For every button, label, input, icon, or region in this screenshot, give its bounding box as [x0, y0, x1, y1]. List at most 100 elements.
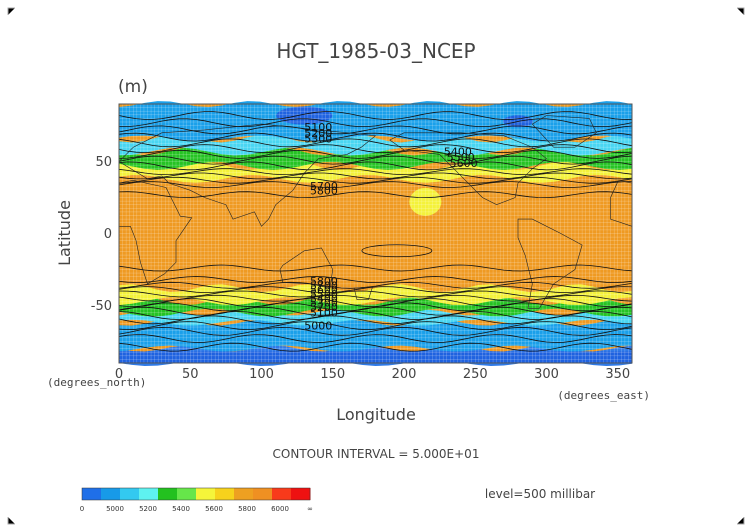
contour-label: 5700 [310, 180, 338, 193]
x-tick-label: 0 [115, 367, 123, 382]
x-units: (degrees_east) [557, 389, 650, 402]
contour-label: 5700 [310, 279, 338, 292]
contour-label: 5200 [304, 127, 332, 140]
contour-line [118, 276, 633, 283]
contour-label: 5300 [304, 133, 332, 146]
contour-line [118, 326, 633, 336]
height-band [119, 101, 632, 142]
contour-label: 5600 [450, 157, 478, 170]
contour-line [118, 181, 633, 189]
contour-line [118, 172, 633, 180]
height-band [119, 147, 632, 170]
x-ticks: 0 50 100 150 200 250 300 350 [115, 367, 630, 382]
contour-line [118, 125, 633, 135]
coastline [531, 115, 597, 148]
x-tick-label: 350 [605, 367, 630, 382]
x-axis-label: Longitude [336, 405, 416, 424]
contour-interval-text: CONTOUR INTERVAL = 5.000E+01 [273, 447, 480, 461]
map-title: HGT_1985-03_NCEP [276, 39, 475, 63]
coastline [279, 247, 334, 289]
colorbar-swatch [272, 488, 292, 500]
contour-line [119, 118, 633, 127]
contour-labels: 5100520053005400550056005700580058005700… [304, 121, 477, 333]
colorbar-swatch [253, 488, 273, 500]
contour-label: 5000 [304, 320, 332, 333]
contour-line [118, 286, 633, 294]
contour-line [118, 290, 633, 298]
contour-label: 5500 [447, 151, 475, 164]
height-band [119, 134, 632, 156]
contour-line [118, 111, 633, 120]
map-frame [118, 103, 633, 364]
colorbar-labels: 0 5000 5200 5400 5600 5800 6000 ∞ [80, 505, 313, 513]
contour-label: 5100 [310, 307, 338, 320]
contour-line [118, 334, 633, 343]
colorbar-label: 6000 [271, 505, 289, 513]
colorbar-label: 0 [80, 505, 84, 513]
x-tick-label: 300 [534, 367, 559, 382]
contour-line [118, 315, 633, 325]
contour-label: 5300 [310, 297, 338, 310]
contour-label: 5600 [310, 284, 338, 297]
colorbar-label: 5400 [172, 505, 190, 513]
level-text: level=500 millibar [485, 487, 595, 501]
ridge-trough-feature [409, 187, 442, 216]
colorbar-label: 5800 [238, 505, 256, 513]
height-band [119, 284, 632, 306]
contour-label: 5500 [310, 288, 338, 301]
polar-low-south [119, 351, 632, 363]
contour-label: 5800 [310, 275, 338, 288]
x-tick-label: 50 [182, 367, 199, 382]
colorbar-label: 5600 [205, 505, 223, 513]
colorbar [81, 487, 311, 501]
colorbar-swatch [101, 488, 121, 500]
colorbar-label: ∞ [307, 505, 313, 513]
coastline [353, 286, 374, 300]
contour-line [118, 281, 633, 289]
colorbar-label: 5200 [139, 505, 157, 513]
colorbar-label: 5000 [106, 505, 124, 513]
contour-line [118, 144, 633, 154]
x-tick-label: 150 [320, 367, 345, 382]
contour-line [118, 321, 633, 331]
contour-label: 5100 [304, 121, 332, 134]
x-tick-label: 200 [392, 367, 417, 382]
colorbar-swatch [234, 488, 254, 500]
x-tick-label: 250 [463, 367, 488, 382]
contour-label: 5200 [310, 301, 338, 314]
colorbar-swatch [196, 488, 216, 500]
contour-line [118, 294, 633, 302]
contour-line [118, 306, 633, 316]
contour-line [118, 155, 633, 165]
contour-line [118, 138, 633, 148]
colorbar-swatch [139, 488, 159, 500]
units-label: (m) [118, 77, 148, 97]
contour-line [118, 264, 633, 272]
contour-line [118, 176, 633, 184]
y-tick-50: 50 [95, 155, 112, 170]
contour-label: 5800 [310, 184, 338, 197]
contour-line [361, 244, 433, 258]
colorbar-swatch [215, 488, 235, 500]
coastlines [118, 115, 633, 309]
contour-line [118, 168, 633, 176]
height-band [119, 162, 632, 183]
colorbar-swatch [120, 488, 140, 500]
coastline [118, 179, 193, 285]
colorbar-swatch [158, 488, 178, 500]
contour-line [118, 342, 633, 352]
colorbar-swatch [291, 488, 311, 500]
colorbar-frame [81, 487, 311, 501]
coastline [118, 123, 377, 227]
x-tick-label: 100 [249, 367, 274, 382]
colorbar-swatch [82, 488, 102, 500]
map-panel: 5100520053005400550056005700580058005700… [118, 101, 633, 366]
coastline [517, 218, 583, 309]
contour-label: 5400 [444, 145, 472, 158]
contour-line [118, 298, 633, 307]
contour-label: 5400 [310, 292, 338, 305]
contour-line [118, 149, 633, 159]
y-tick-0: 0 [104, 227, 112, 242]
contour-line [118, 132, 633, 142]
